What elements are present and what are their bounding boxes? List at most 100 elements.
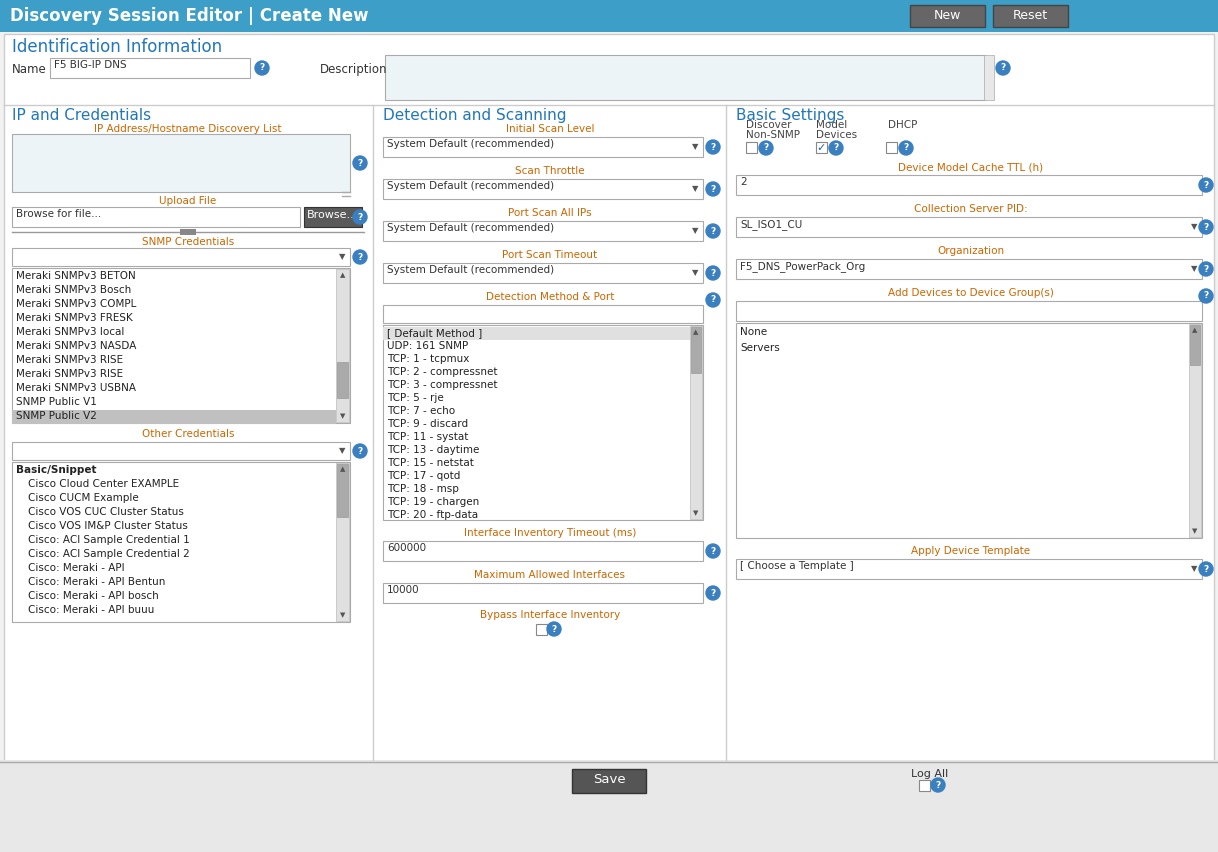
Text: ?: ?: [259, 64, 264, 72]
Text: Collection Server PID:: Collection Server PID:: [915, 204, 1028, 214]
Bar: [1190, 325, 1200, 365]
Text: SNMP Credentials: SNMP Credentials: [141, 237, 234, 247]
Bar: [382, 263, 703, 283]
Text: SNMP Public V1: SNMP Public V1: [16, 397, 97, 407]
Text: Port Scan All IPs: Port Scan All IPs: [508, 208, 592, 218]
Text: Detection and Scanning: Detection and Scanning: [382, 108, 566, 123]
Bar: [816, 142, 827, 153]
Text: Identification Information: Identification Information: [12, 38, 222, 56]
Text: 10000: 10000: [387, 585, 420, 595]
Circle shape: [706, 224, 720, 238]
Text: UDP: 161 SNMP: UDP: 161 SNMP: [387, 341, 468, 351]
Circle shape: [353, 210, 367, 224]
Text: ▼: ▼: [692, 142, 698, 152]
Text: Add Devices to Device Group(s): Add Devices to Device Group(s): [888, 288, 1054, 298]
Bar: [736, 259, 1202, 279]
Text: Maximum Allowed Interfaces: Maximum Allowed Interfaces: [475, 570, 626, 580]
Circle shape: [706, 586, 720, 600]
Text: ▼: ▼: [1192, 528, 1197, 534]
Circle shape: [353, 444, 367, 458]
Text: Non-SNMP: Non-SNMP: [745, 130, 800, 140]
Circle shape: [1199, 178, 1213, 192]
Text: ▼: ▼: [340, 413, 345, 419]
Text: None: None: [741, 327, 767, 337]
Bar: [382, 137, 703, 157]
Text: TCP: 15 - netstat: TCP: 15 - netstat: [387, 458, 474, 468]
Text: ▲: ▲: [984, 57, 991, 66]
Text: Cisco Cloud Center EXAMPLE: Cisco Cloud Center EXAMPLE: [28, 479, 179, 489]
Text: TCP: 17 - qotd: TCP: 17 - qotd: [387, 471, 460, 481]
Text: ▼: ▼: [693, 510, 699, 516]
Text: [ Default Method ]: [ Default Method ]: [387, 328, 482, 338]
Bar: [736, 217, 1202, 237]
Text: ?: ?: [1000, 64, 1006, 72]
Text: ?: ?: [357, 158, 363, 168]
Text: SL_ISO1_CU: SL_ISO1_CU: [741, 219, 803, 230]
Text: Initial Scan Level: Initial Scan Level: [505, 124, 594, 134]
Bar: [0, 0, 1218, 32]
Text: System Default (recommended): System Default (recommended): [387, 223, 554, 233]
Text: ▼: ▼: [1191, 264, 1197, 273]
Text: Discover: Discover: [745, 120, 792, 130]
Text: TCP: 3 - compressnet: TCP: 3 - compressnet: [387, 380, 497, 390]
Circle shape: [353, 250, 367, 264]
Text: ?: ?: [710, 142, 716, 152]
Text: Basic/Snippet: Basic/Snippet: [16, 465, 96, 475]
Text: Description: Description: [320, 63, 387, 76]
Circle shape: [1199, 220, 1213, 234]
Bar: [12, 268, 350, 423]
Text: ?: ?: [710, 546, 716, 556]
Text: Cisco CUCM Example: Cisco CUCM Example: [28, 493, 139, 503]
Bar: [736, 559, 1202, 579]
Text: TCP: 7 - echo: TCP: 7 - echo: [387, 406, 456, 416]
Text: Detection Method & Port: Detection Method & Port: [486, 292, 614, 302]
Text: ?: ?: [1203, 565, 1208, 573]
Bar: [4, 34, 1214, 790]
Text: Organization: Organization: [938, 246, 1005, 256]
Text: System Default (recommended): System Default (recommended): [387, 181, 554, 191]
Bar: [336, 269, 350, 422]
Text: Browse for file...: Browse for file...: [16, 209, 101, 219]
Bar: [12, 134, 350, 192]
Circle shape: [899, 141, 914, 155]
Text: TCP: 5 - rje: TCP: 5 - rje: [387, 393, 443, 403]
Text: ?: ?: [1203, 291, 1208, 301]
Text: Reset: Reset: [1012, 9, 1047, 22]
Circle shape: [1199, 562, 1213, 576]
Text: ▼: ▼: [340, 612, 345, 618]
Circle shape: [829, 141, 843, 155]
Text: System Default (recommended): System Default (recommended): [387, 139, 554, 149]
Bar: [382, 325, 703, 520]
Text: ?: ?: [904, 143, 909, 153]
Text: ▼: ▼: [984, 76, 991, 84]
Text: TCP: 19 - chargen: TCP: 19 - chargen: [387, 497, 479, 507]
Bar: [12, 207, 300, 227]
Text: ?: ?: [710, 185, 716, 193]
Text: ▼: ▼: [1191, 222, 1197, 232]
Text: ?: ?: [710, 296, 716, 304]
Text: ?: ?: [1203, 222, 1208, 232]
Circle shape: [706, 182, 720, 196]
Text: Other Credentials: Other Credentials: [141, 429, 234, 439]
Text: TCP: 2 - compressnet: TCP: 2 - compressnet: [387, 367, 497, 377]
Bar: [536, 624, 547, 635]
Text: Meraki SNMPv3 local: Meraki SNMPv3 local: [16, 327, 124, 337]
Bar: [736, 323, 1202, 538]
Bar: [984, 55, 994, 100]
Bar: [691, 326, 702, 519]
Text: ▼: ▼: [339, 252, 345, 262]
Text: Meraki SNMPv3 FRESK: Meraki SNMPv3 FRESK: [16, 313, 133, 323]
Bar: [572, 769, 646, 793]
Bar: [885, 142, 896, 153]
Circle shape: [706, 544, 720, 558]
Bar: [1189, 324, 1201, 537]
Text: 600000: 600000: [387, 543, 426, 553]
Bar: [385, 55, 985, 100]
Text: ?: ?: [764, 143, 769, 153]
Bar: [745, 142, 758, 153]
Bar: [382, 179, 703, 199]
Circle shape: [353, 156, 367, 170]
Text: ▼: ▼: [339, 446, 345, 456]
Text: ▲: ▲: [1192, 327, 1197, 333]
Bar: [304, 207, 362, 227]
